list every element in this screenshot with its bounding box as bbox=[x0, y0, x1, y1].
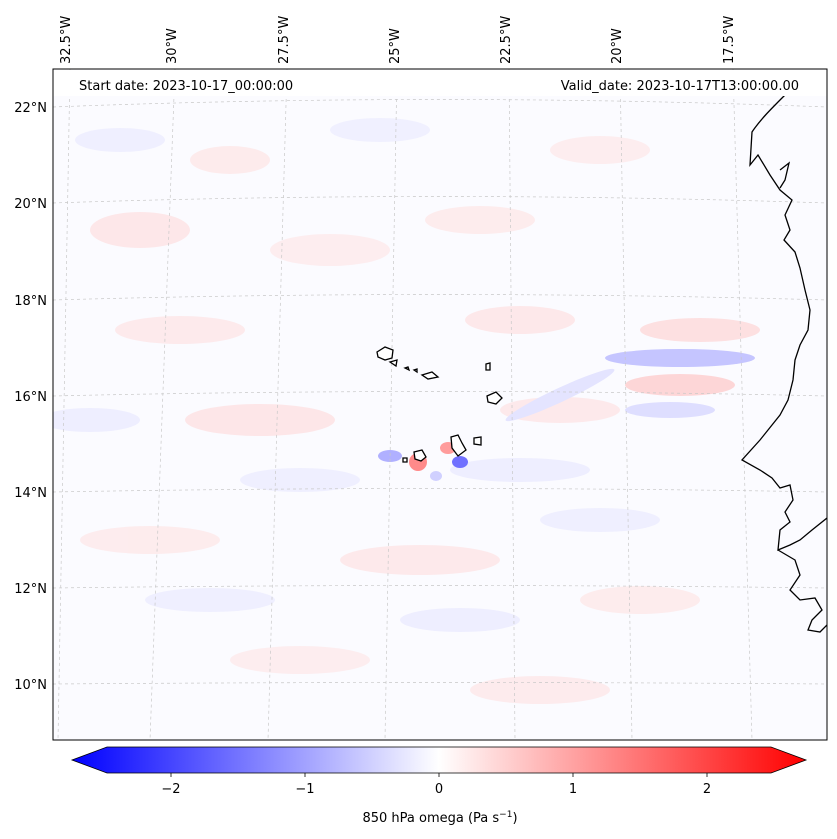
cape-verde-islands bbox=[376, 346, 503, 463]
map-frame bbox=[52, 68, 828, 741]
omega-field bbox=[53, 118, 760, 704]
lon-label: 25°W bbox=[388, 28, 403, 64]
lat-label: 14°N bbox=[14, 486, 47, 501]
lat-label: 22°N bbox=[14, 101, 47, 116]
longitude-labels: 32.5°W 30°W 27.5°W 25°W 22.5°W 20°W 17.5… bbox=[59, 16, 737, 64]
map-background bbox=[53, 69, 827, 740]
lon-label: 27.5°W bbox=[277, 16, 292, 64]
colorbar-tick: 1 bbox=[569, 782, 577, 797]
lat-label: 20°N bbox=[14, 197, 47, 212]
lon-label: 22.5°W bbox=[499, 16, 514, 64]
colorbar-bar bbox=[70, 746, 808, 774]
lat-label: 18°N bbox=[14, 294, 47, 309]
colorbar-tick: −2 bbox=[161, 782, 180, 797]
latitude-labels: 22°N 20°N 18°N 16°N 14°N 12°N 10°N bbox=[14, 101, 47, 693]
start-date-label: Start date: 2023-10-17_00:00:00 bbox=[79, 79, 293, 94]
lon-label: 17.5°W bbox=[722, 16, 737, 64]
header-band bbox=[53, 70, 827, 96]
colorbar-tick: 0 bbox=[435, 782, 443, 797]
lon-label: 32.5°W bbox=[59, 16, 74, 64]
colorbar: −2 −1 0 1 2 850 hPa omega (Pa s−1) bbox=[70, 746, 808, 826]
gridlines bbox=[53, 69, 827, 740]
colorbar-tick: 2 bbox=[703, 782, 711, 797]
coastline bbox=[740, 94, 827, 633]
colorbar-label: 850 hPa omega (Pa s−1) bbox=[362, 810, 517, 826]
lon-label: 20°W bbox=[610, 28, 625, 64]
colorbar-tick: −1 bbox=[295, 782, 314, 797]
lat-label: 16°N bbox=[14, 390, 47, 405]
lon-label: 30°W bbox=[165, 28, 180, 64]
lat-label: 10°N bbox=[14, 678, 47, 693]
lat-label: 12°N bbox=[14, 582, 47, 597]
valid-date-label: Valid_date: 2023-10-17T13:00:00.00 bbox=[561, 79, 799, 94]
